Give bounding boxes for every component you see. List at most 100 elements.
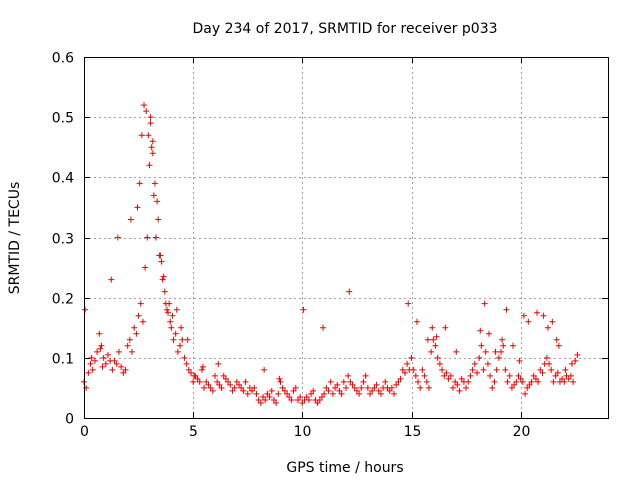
data-point bbox=[127, 216, 134, 223]
data-point bbox=[169, 312, 176, 319]
data-point bbox=[530, 372, 537, 379]
data-point bbox=[305, 396, 312, 403]
data-point bbox=[498, 348, 505, 355]
data-point bbox=[139, 318, 146, 325]
data-point bbox=[419, 366, 426, 373]
data-point bbox=[429, 324, 436, 331]
data-point bbox=[346, 288, 353, 295]
data-point bbox=[238, 384, 245, 391]
data-point bbox=[559, 375, 566, 382]
data-point bbox=[214, 378, 221, 385]
data-point bbox=[421, 372, 428, 379]
data-point bbox=[310, 387, 317, 394]
x-axis-label: GPS time / hours bbox=[286, 460, 403, 476]
data-point bbox=[114, 234, 121, 241]
data-point bbox=[412, 372, 419, 379]
data-point bbox=[554, 369, 561, 376]
data-point bbox=[553, 336, 560, 343]
data-point bbox=[430, 336, 437, 343]
data-point bbox=[340, 378, 347, 385]
y-tick-label: 0.4 bbox=[52, 171, 74, 187]
data-point bbox=[336, 387, 343, 394]
data-point bbox=[391, 390, 398, 397]
data-point bbox=[168, 324, 175, 331]
data-point bbox=[162, 300, 169, 307]
data-point bbox=[540, 312, 547, 319]
data-point bbox=[517, 375, 524, 382]
data-point bbox=[487, 372, 494, 379]
data-point bbox=[215, 360, 222, 367]
data-point bbox=[85, 369, 92, 376]
data-point bbox=[131, 324, 138, 331]
data-point bbox=[399, 366, 406, 373]
data-point bbox=[149, 150, 156, 157]
data-point bbox=[401, 369, 408, 376]
data-point bbox=[543, 354, 550, 361]
data-point bbox=[294, 396, 301, 403]
data-point bbox=[82, 306, 89, 313]
data-point bbox=[572, 357, 579, 364]
data-point bbox=[424, 336, 431, 343]
data-point bbox=[225, 378, 232, 385]
data-point bbox=[231, 384, 238, 391]
data-point bbox=[515, 372, 522, 379]
data-point bbox=[535, 378, 542, 385]
data-point bbox=[522, 390, 529, 397]
data-point bbox=[544, 324, 551, 331]
data-point bbox=[253, 390, 260, 397]
data-point bbox=[364, 384, 371, 391]
data-point bbox=[286, 393, 293, 400]
data-point bbox=[183, 360, 190, 367]
data-point bbox=[124, 342, 131, 349]
data-point bbox=[362, 372, 369, 379]
data-point bbox=[98, 342, 105, 349]
data-point bbox=[134, 204, 141, 211]
y-tick-label: 0.3 bbox=[52, 232, 74, 248]
data-point bbox=[476, 354, 483, 361]
data-point bbox=[395, 378, 402, 385]
data-point bbox=[345, 372, 352, 379]
data-point bbox=[154, 198, 161, 205]
x-tick-label: 0 bbox=[80, 424, 89, 440]
data-point bbox=[203, 378, 210, 385]
data-point bbox=[568, 360, 575, 367]
data-point bbox=[191, 372, 198, 379]
data-point bbox=[377, 390, 384, 397]
data-point bbox=[439, 366, 446, 373]
data-point bbox=[303, 393, 310, 400]
data-point bbox=[519, 378, 526, 385]
data-point bbox=[222, 375, 229, 382]
data-point bbox=[484, 360, 491, 367]
data-point bbox=[96, 330, 103, 337]
data-point bbox=[102, 360, 109, 367]
data-point bbox=[552, 372, 559, 379]
data-point bbox=[276, 375, 283, 382]
data-point bbox=[481, 300, 488, 307]
data-point bbox=[510, 342, 517, 349]
data-point bbox=[482, 348, 489, 355]
axes: 0 5 10 15 20 0 0.1 0.2 0.3 0.4 0.5 0.6 bbox=[52, 51, 608, 440]
data-point bbox=[338, 390, 345, 397]
data-point bbox=[251, 384, 258, 391]
data-point bbox=[423, 378, 430, 385]
data-point bbox=[99, 363, 106, 370]
data-point bbox=[329, 390, 336, 397]
y-tick-label: 0.6 bbox=[52, 51, 74, 67]
data-point bbox=[242, 378, 249, 385]
data-point bbox=[537, 366, 544, 373]
y-axis-label: SRMTID / TECUs bbox=[7, 182, 23, 295]
data-point bbox=[534, 309, 541, 316]
data-point bbox=[105, 351, 112, 358]
data-point bbox=[150, 192, 157, 199]
data-point bbox=[229, 387, 236, 394]
data-point bbox=[327, 378, 334, 385]
data-point bbox=[146, 162, 153, 169]
data-point bbox=[143, 108, 150, 115]
data-point bbox=[122, 366, 129, 373]
data-point bbox=[325, 387, 332, 394]
data-point bbox=[249, 387, 256, 394]
data-point bbox=[358, 384, 365, 391]
data-point bbox=[434, 354, 441, 361]
data-point bbox=[373, 381, 380, 388]
